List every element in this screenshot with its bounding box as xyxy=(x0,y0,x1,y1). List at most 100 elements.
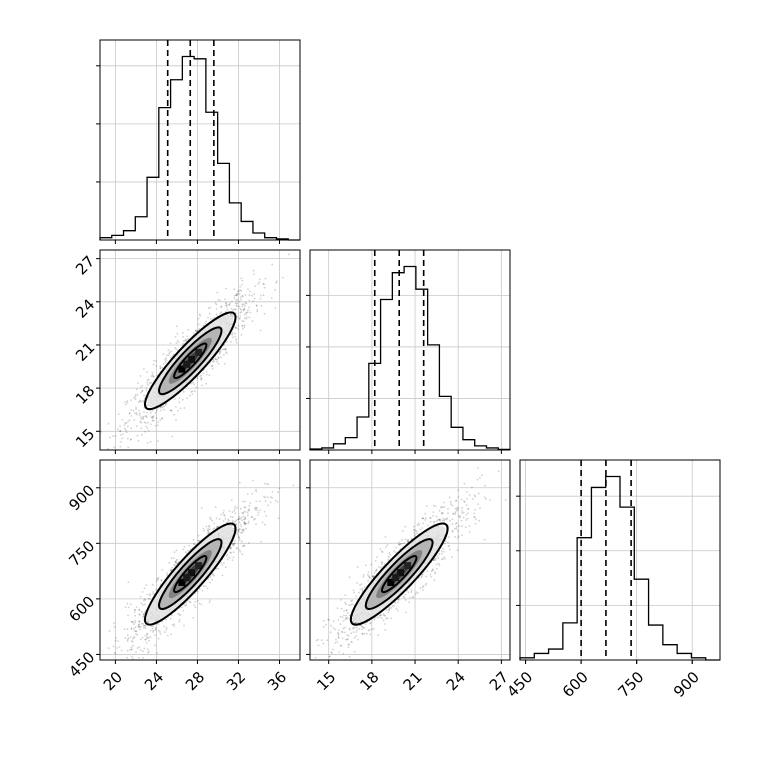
scatter-point xyxy=(213,360,216,363)
scatter-point xyxy=(148,382,151,385)
scatter-point xyxy=(471,486,473,489)
scatter-point xyxy=(472,498,474,500)
scatter-point xyxy=(211,519,214,522)
scatter-point xyxy=(160,579,163,582)
scatter-point xyxy=(151,583,154,586)
scatter-point xyxy=(341,616,344,619)
scatter-point xyxy=(201,589,204,592)
scatter-point xyxy=(130,399,132,402)
scatter-point xyxy=(198,588,201,590)
scatter-point xyxy=(178,397,181,400)
scatter-point xyxy=(243,544,246,547)
scatter-point xyxy=(170,409,173,412)
scatter-point xyxy=(461,506,464,509)
scatter-point xyxy=(216,291,219,294)
scatter-point xyxy=(361,633,364,635)
y-tick-label-1-4: 27 xyxy=(72,252,98,278)
scatter-point xyxy=(335,638,337,641)
scatter-point xyxy=(174,561,176,564)
scatter-point xyxy=(369,633,372,636)
scatter-point xyxy=(243,324,246,327)
scatter-point xyxy=(247,522,250,525)
scatter-point xyxy=(128,649,131,651)
scatter-point xyxy=(128,412,131,415)
scatter-point xyxy=(263,283,265,286)
scatter-point xyxy=(251,479,254,482)
scatter-point xyxy=(197,540,200,542)
scatter-point xyxy=(241,320,244,322)
scatter-point xyxy=(245,316,248,318)
density-core-cell xyxy=(188,569,196,577)
scatter-point xyxy=(185,601,188,604)
scatter-point xyxy=(96,444,98,446)
scatter-point xyxy=(238,539,241,542)
scatter-point xyxy=(224,566,227,569)
scatter-point xyxy=(231,300,233,303)
scatter-point xyxy=(170,356,172,359)
scatter-point xyxy=(182,548,185,551)
scatter-point xyxy=(247,520,250,523)
scatter-point xyxy=(124,637,127,639)
scatter-point xyxy=(251,320,254,322)
scatter-point xyxy=(229,302,231,305)
scatter-point xyxy=(239,289,242,291)
scatter-point xyxy=(433,520,436,523)
scatter-point xyxy=(169,569,172,572)
scatter-point xyxy=(207,316,209,319)
scatter-point xyxy=(211,578,214,581)
scatter-point xyxy=(422,585,425,588)
y-tick-label-1-1: 18 xyxy=(72,382,98,408)
scatter-point xyxy=(403,596,406,599)
scatter-point xyxy=(175,561,178,564)
scatter-point xyxy=(211,574,214,576)
scatter-point xyxy=(337,629,340,632)
scatter-point xyxy=(233,542,236,545)
scatter-point xyxy=(433,559,435,562)
scatter-point xyxy=(347,617,349,620)
scatter-point xyxy=(380,614,383,616)
scatter-point xyxy=(441,550,443,552)
scatter-point xyxy=(230,547,232,550)
scatter-point xyxy=(238,290,240,293)
scatter-point xyxy=(151,409,154,412)
scatter-point xyxy=(397,543,400,546)
scatter-point xyxy=(150,625,153,627)
scatter-point xyxy=(259,298,262,300)
scatter-point xyxy=(197,539,200,542)
scatter-point xyxy=(145,416,148,419)
scatter-point xyxy=(398,541,400,544)
scatter-point xyxy=(144,603,146,606)
scatter-point xyxy=(348,643,351,646)
scatter-point xyxy=(444,517,447,520)
scatter-point xyxy=(145,389,148,392)
scatter-point xyxy=(142,613,145,615)
scatter-point xyxy=(152,416,155,419)
scatter-point xyxy=(346,638,349,641)
scatter-point xyxy=(151,371,154,374)
scatter-point xyxy=(385,546,387,549)
scatter-point xyxy=(246,311,249,313)
scatter-point xyxy=(453,527,456,530)
scatter-point xyxy=(457,530,460,532)
scatter-point xyxy=(326,639,329,642)
scatter-point xyxy=(422,589,424,591)
scatter-point xyxy=(195,330,198,333)
scatter-point xyxy=(361,625,363,628)
scatter-point xyxy=(169,617,172,620)
scatter-point xyxy=(380,561,383,563)
scatter-point xyxy=(175,325,178,328)
scatter-point xyxy=(430,576,433,578)
scatter-point xyxy=(174,336,177,338)
scatter-point xyxy=(371,628,373,631)
y-tick-label-1-0: 15 xyxy=(72,425,98,451)
scatter-point xyxy=(157,637,160,640)
y-tick-label-2-1: 600 xyxy=(65,593,98,626)
scatter-point xyxy=(185,604,188,606)
scatter-point xyxy=(349,604,352,606)
scatter-point xyxy=(352,589,355,592)
scatter-point xyxy=(388,607,391,610)
scatter-point xyxy=(136,634,139,636)
scatter-point xyxy=(263,286,266,289)
scatter-point xyxy=(341,637,344,640)
scatter-point xyxy=(443,519,446,522)
